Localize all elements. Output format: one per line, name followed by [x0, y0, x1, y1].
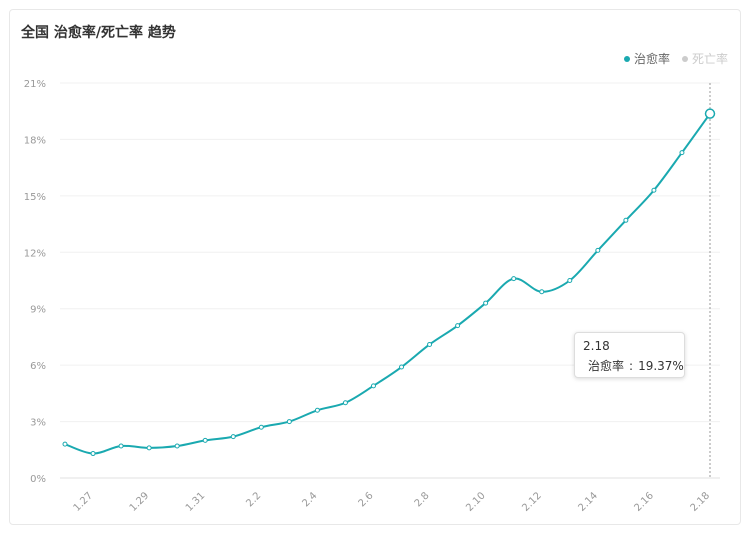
legend-dot-cure-rate	[623, 55, 630, 62]
x-tick-label: 2.8	[413, 490, 432, 509]
legend-dot-death-rate	[681, 55, 688, 62]
chart-card: 全国 治愈率/死亡率 趋势 治愈率 死亡率	[9, 9, 741, 525]
series-line-cure-rate	[64, 113, 711, 455]
x-tick-label: 2.14	[576, 490, 600, 514]
legend-item-cure-rate[interactable]: 治愈率	[623, 50, 670, 67]
data-point	[399, 364, 405, 370]
x-tick-label: 1.31	[184, 490, 208, 514]
data-point	[62, 441, 68, 447]
legend-item-death-rate[interactable]: 死亡率	[681, 50, 728, 67]
x-tick-label: 2.10	[464, 490, 488, 514]
data-point	[314, 407, 320, 413]
data-point	[567, 278, 573, 283]
data-point	[511, 276, 517, 282]
data-point	[595, 247, 601, 253]
legend-label-death-rate: 死亡率	[691, 52, 728, 66]
y-tick-label: 0%	[30, 474, 46, 485]
y-tick-label: 9%	[30, 305, 46, 316]
tooltip-value: 19.37%	[638, 358, 684, 373]
tooltip: 2.18 治愈率: 19.37%	[574, 332, 685, 378]
data-point	[202, 437, 208, 443]
legend-label-cure-rate: 治愈率	[633, 52, 670, 66]
y-tick-label: 3%	[30, 418, 46, 429]
data-point	[230, 434, 236, 440]
x-tick-label: 2.2	[244, 490, 263, 509]
data-point	[455, 323, 461, 329]
data-point	[651, 187, 657, 193]
data-point	[146, 445, 152, 451]
data-point	[679, 150, 685, 156]
x-tick-label: 2.6	[357, 490, 376, 509]
x-tick-label: 1.29	[128, 490, 152, 514]
tooltip-row: 治愈率: 19.37%	[583, 357, 684, 374]
data-point	[483, 300, 489, 306]
chart-title: 全国 治愈率/死亡率 趋势	[21, 25, 176, 41]
data-point	[623, 217, 629, 223]
data-point	[427, 341, 433, 347]
legend: 治愈率 死亡率	[623, 50, 728, 67]
x-tick-label: 2.18	[689, 490, 713, 514]
y-tick-label: 12%	[24, 248, 46, 259]
tooltip-title: 2.18	[583, 339, 610, 353]
data-point	[286, 419, 292, 425]
data-point	[539, 289, 545, 295]
y-tick-label: 15%	[24, 192, 46, 203]
y-tick-label: 18%	[24, 135, 46, 146]
data-point	[174, 443, 180, 449]
x-tick-label: 2.12	[520, 490, 544, 514]
tooltip-separator: :	[629, 358, 634, 373]
y-tick-label: 6%	[30, 361, 46, 372]
y-tick-label: 21%	[24, 79, 46, 90]
x-tick-label: 2.16	[633, 490, 657, 514]
x-tick-label: 2.4	[300, 490, 319, 509]
data-point	[342, 400, 348, 406]
data-point	[370, 383, 376, 389]
data-point	[118, 443, 124, 449]
data-point	[258, 424, 264, 430]
tooltip-series-name: 治愈率	[588, 359, 625, 373]
data-point	[90, 451, 96, 457]
x-tick-label: 1.27	[72, 490, 96, 514]
data-point-highlighted	[704, 108, 716, 119]
